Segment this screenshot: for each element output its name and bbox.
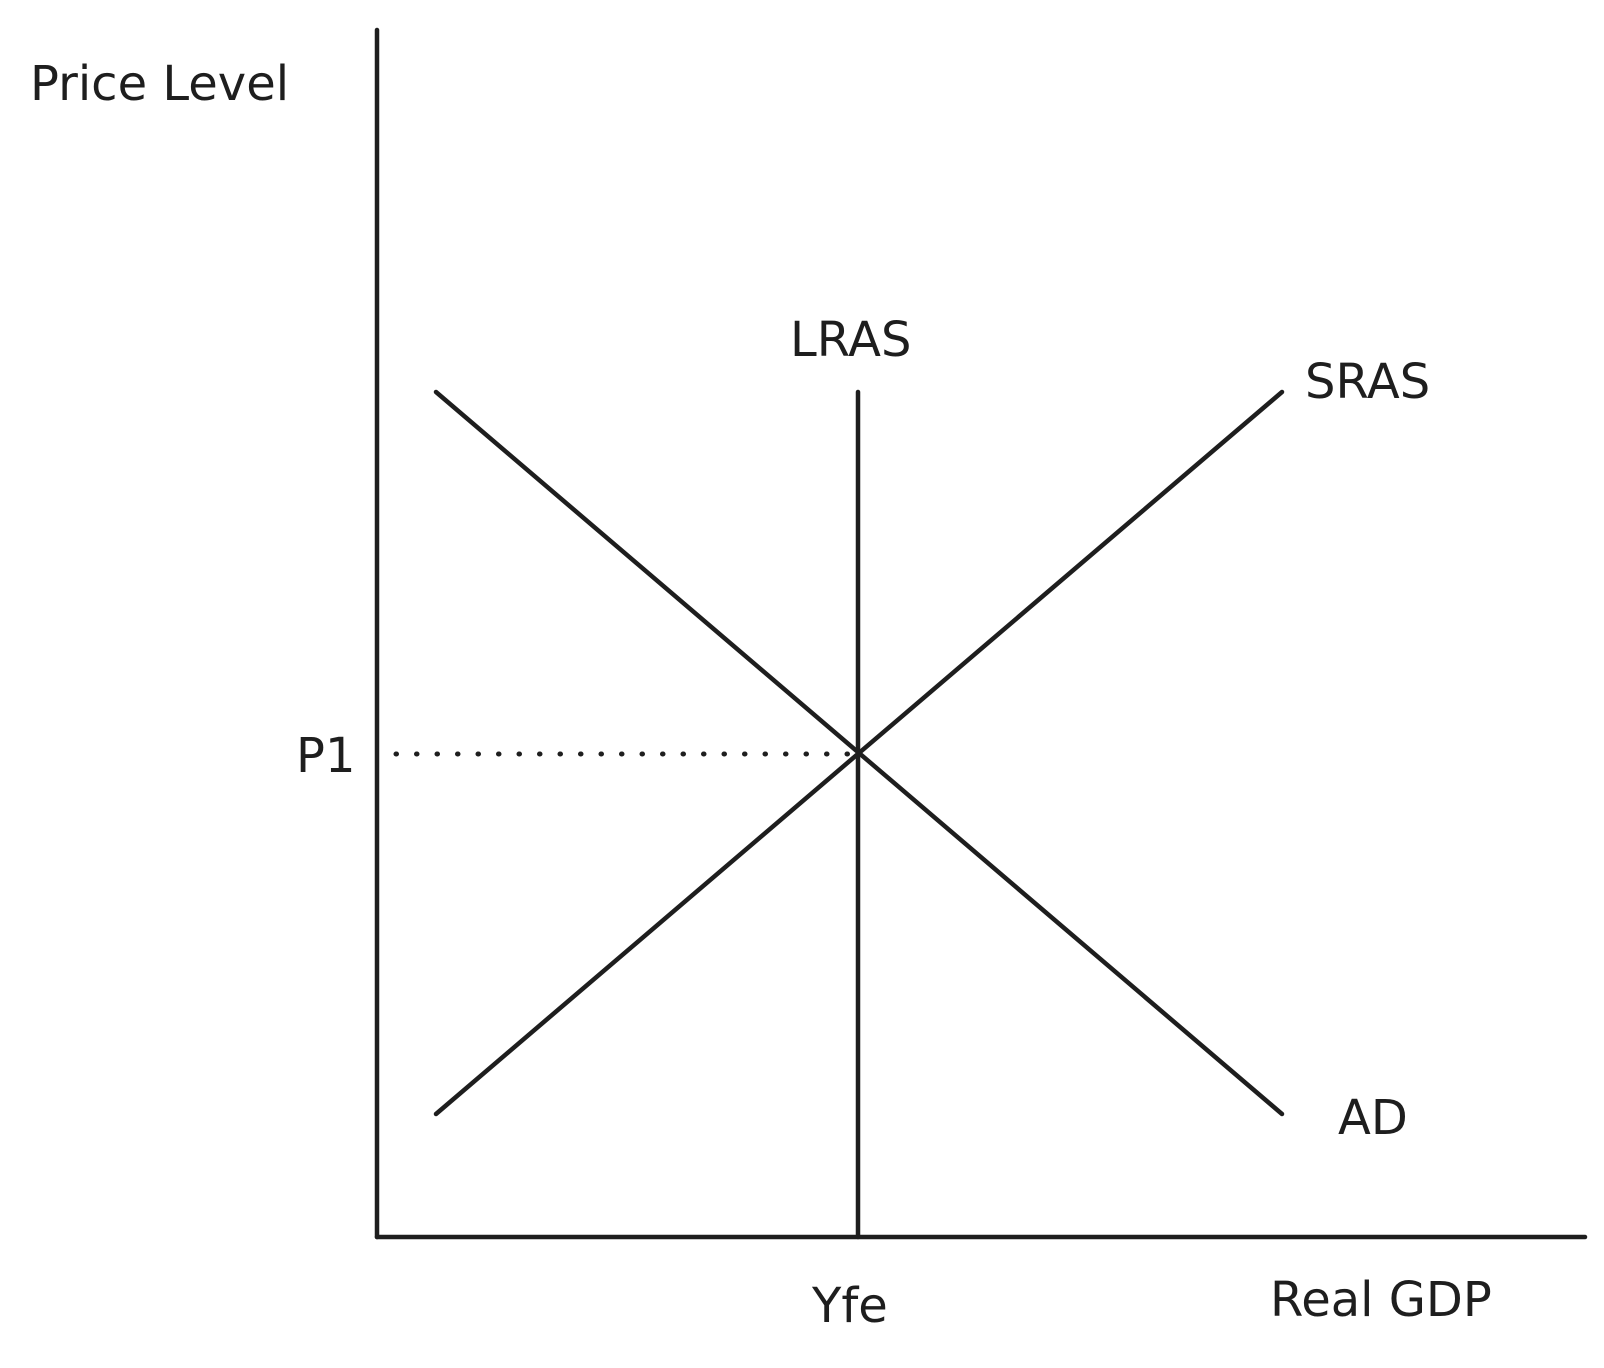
ad-label: AD (1338, 1090, 1408, 1146)
lras-label: LRAS (790, 312, 911, 368)
ad-curve (433, 389, 1285, 1117)
sras-label: SRAS (1305, 354, 1430, 410)
price-level-p1-label: P1 (296, 728, 355, 784)
output-yfe-label: Yfe (811, 1278, 888, 1334)
x-axis-label: Real GDP (1270, 1272, 1492, 1328)
y-axis-label: Price Level (30, 56, 289, 112)
